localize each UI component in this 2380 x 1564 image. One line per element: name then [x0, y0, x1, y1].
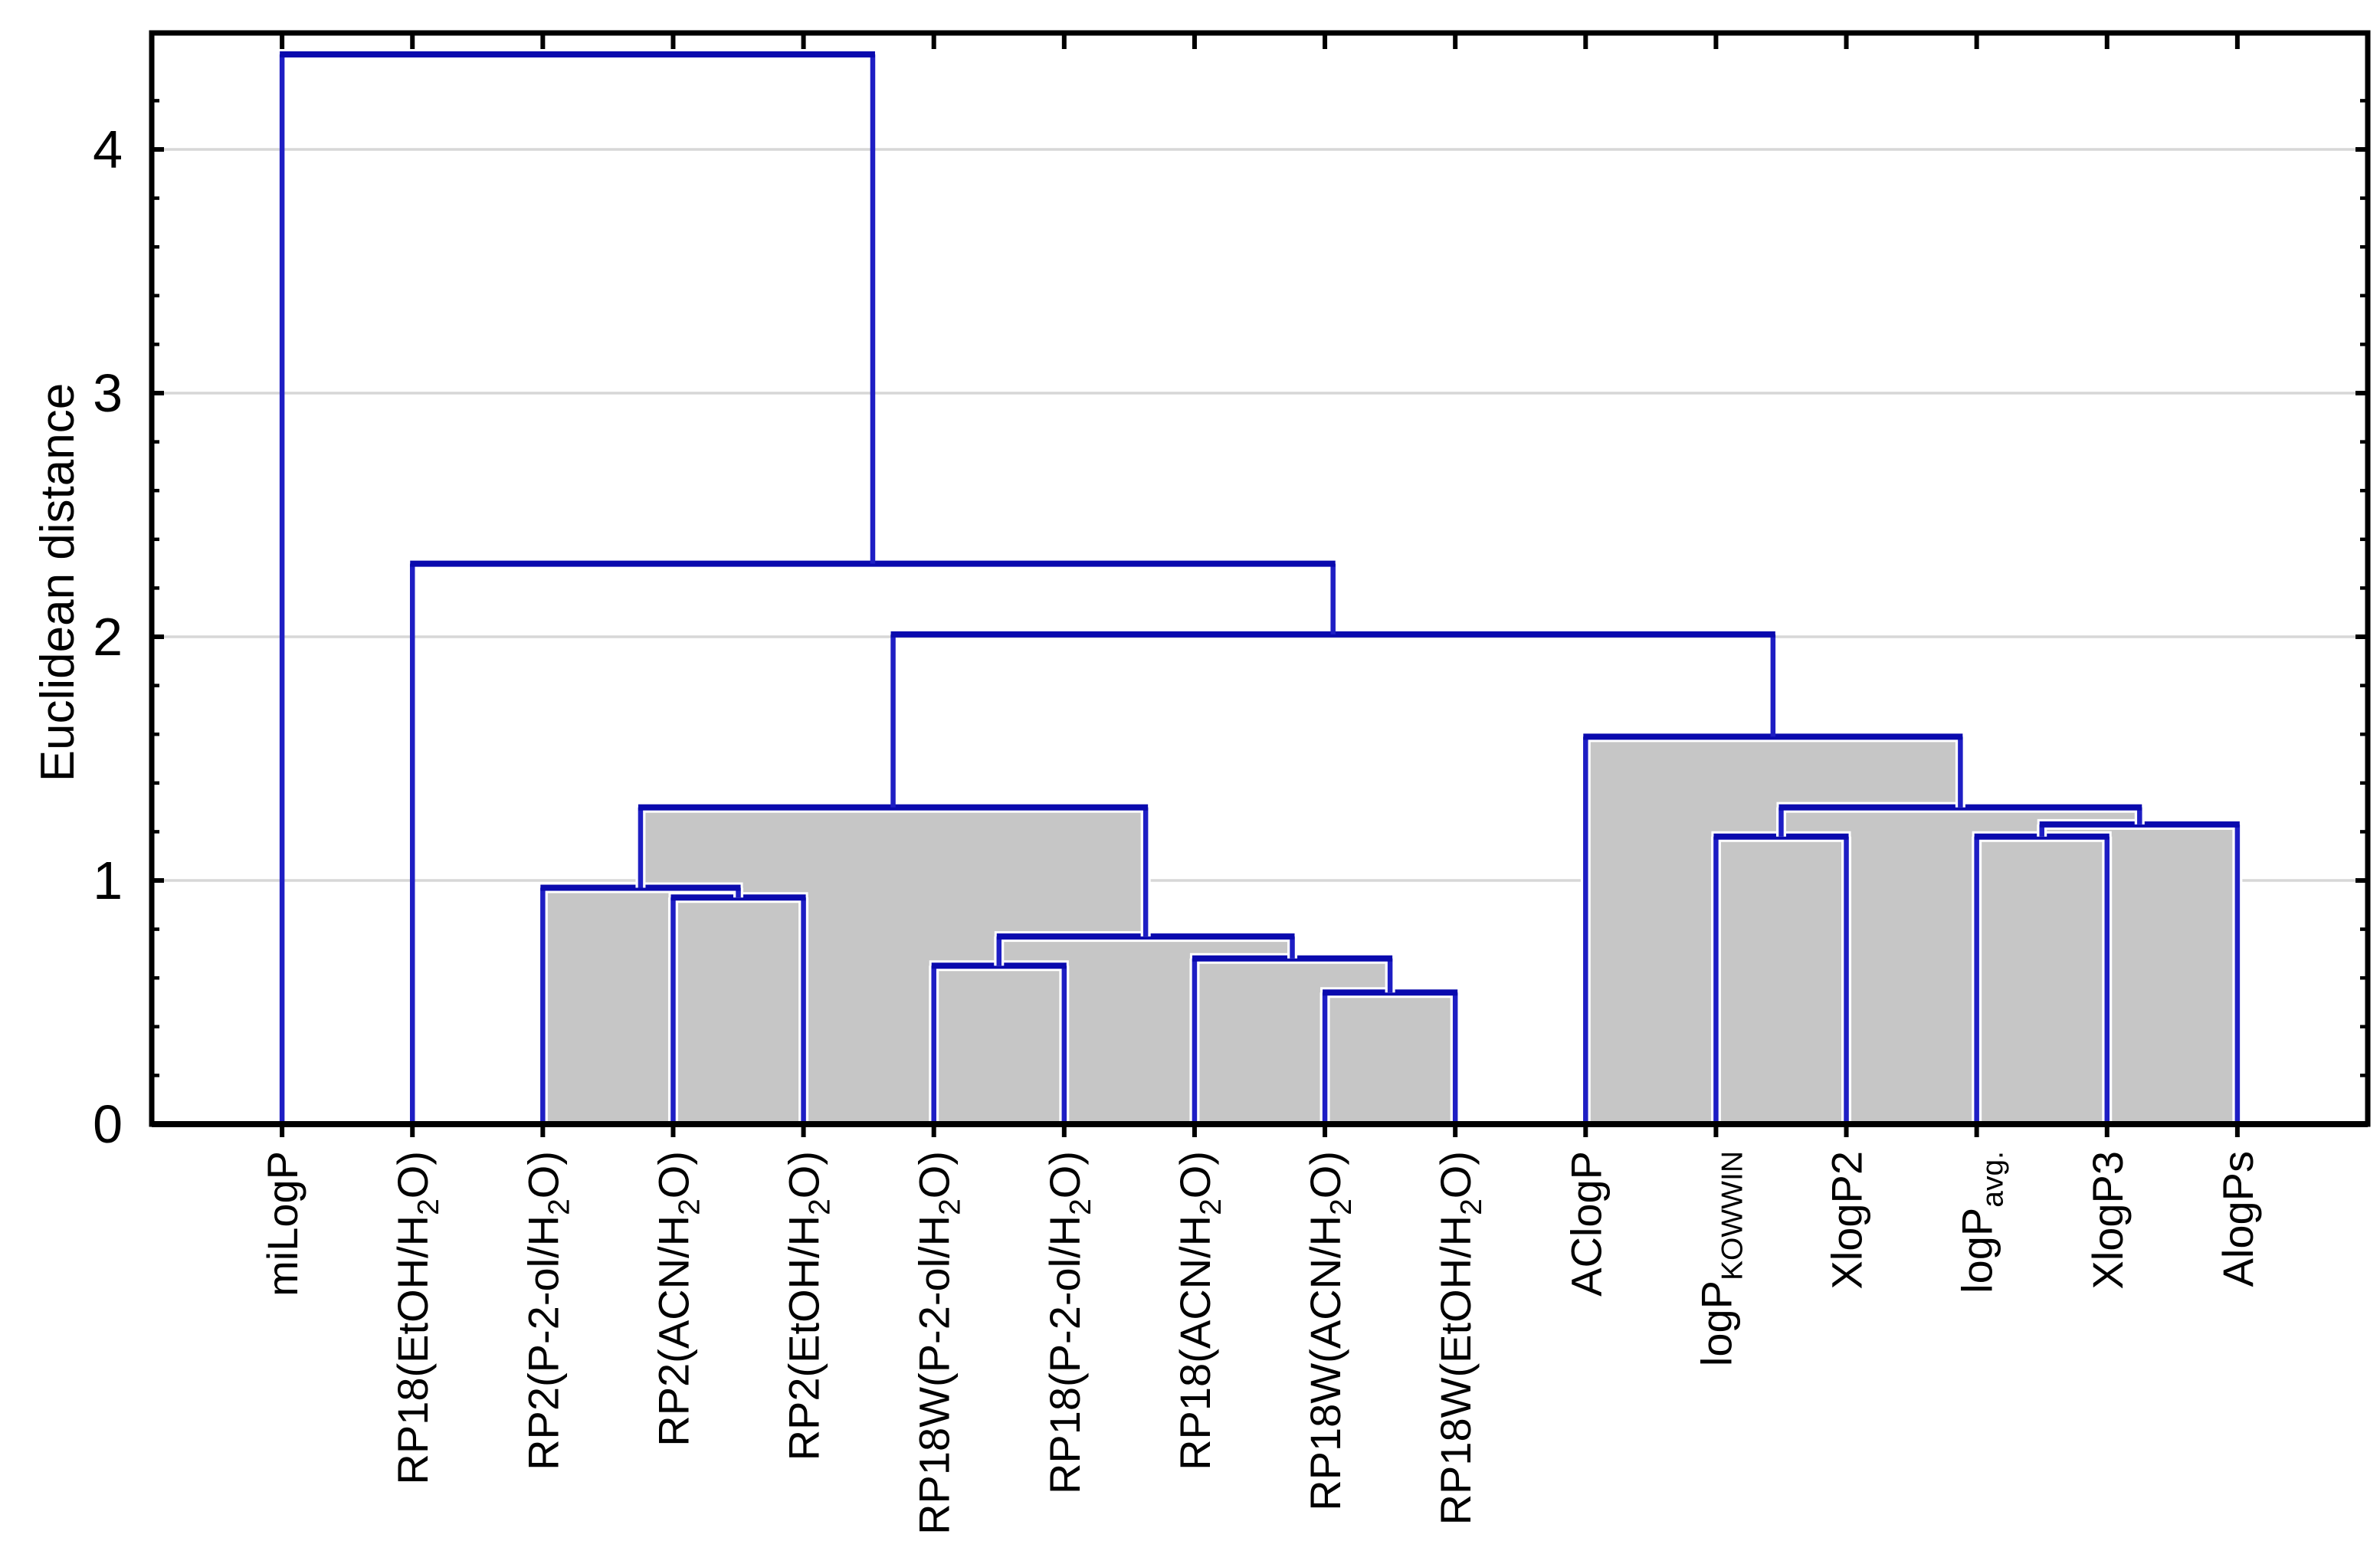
leaf-label: XlogP3 [2083, 1151, 2132, 1290]
leaf-label: RP2(P-2-ol/H2O) [519, 1151, 575, 1471]
leaf-label: RP2(ACN/H2O) [649, 1151, 706, 1447]
leaf-label: miLogP [258, 1151, 307, 1297]
leaf-label: RP18W(ACN/H2O) [1301, 1151, 1358, 1511]
leaf-label: logPKOWWIN [1692, 1151, 1749, 1366]
y-tick-label: 1 [93, 851, 123, 910]
leaf-label: AlogPs [2214, 1151, 2262, 1287]
y-tick-label: 4 [93, 120, 123, 179]
y-tick-label: 3 [93, 363, 123, 423]
cluster-fill [640, 807, 1146, 1124]
leaf-label: XlogP2 [1823, 1151, 1871, 1290]
leaf-label: RP18W(P-2-ol/H2O) [910, 1151, 967, 1535]
leaf-label: AClogP [1562, 1151, 1610, 1297]
leaf-label: RP18(ACN/H2O) [1171, 1151, 1228, 1471]
leaf-label: logPavg. [1953, 1151, 2010, 1293]
leaf-label: RP18(EtOH/H2O) [388, 1151, 445, 1485]
cluster-fill [1585, 736, 1961, 1124]
leaf-label: RP18(P-2-ol/H2O) [1041, 1151, 1097, 1494]
y-tick-label: 0 [93, 1094, 123, 1154]
leaf-label: RP2(EtOH/H2O) [780, 1151, 837, 1461]
y-axis-title: Euclidean distance [31, 383, 84, 782]
leaf-label: RP18W(EtOH/H2O) [1431, 1151, 1488, 1525]
y-tick-label: 2 [93, 607, 123, 667]
